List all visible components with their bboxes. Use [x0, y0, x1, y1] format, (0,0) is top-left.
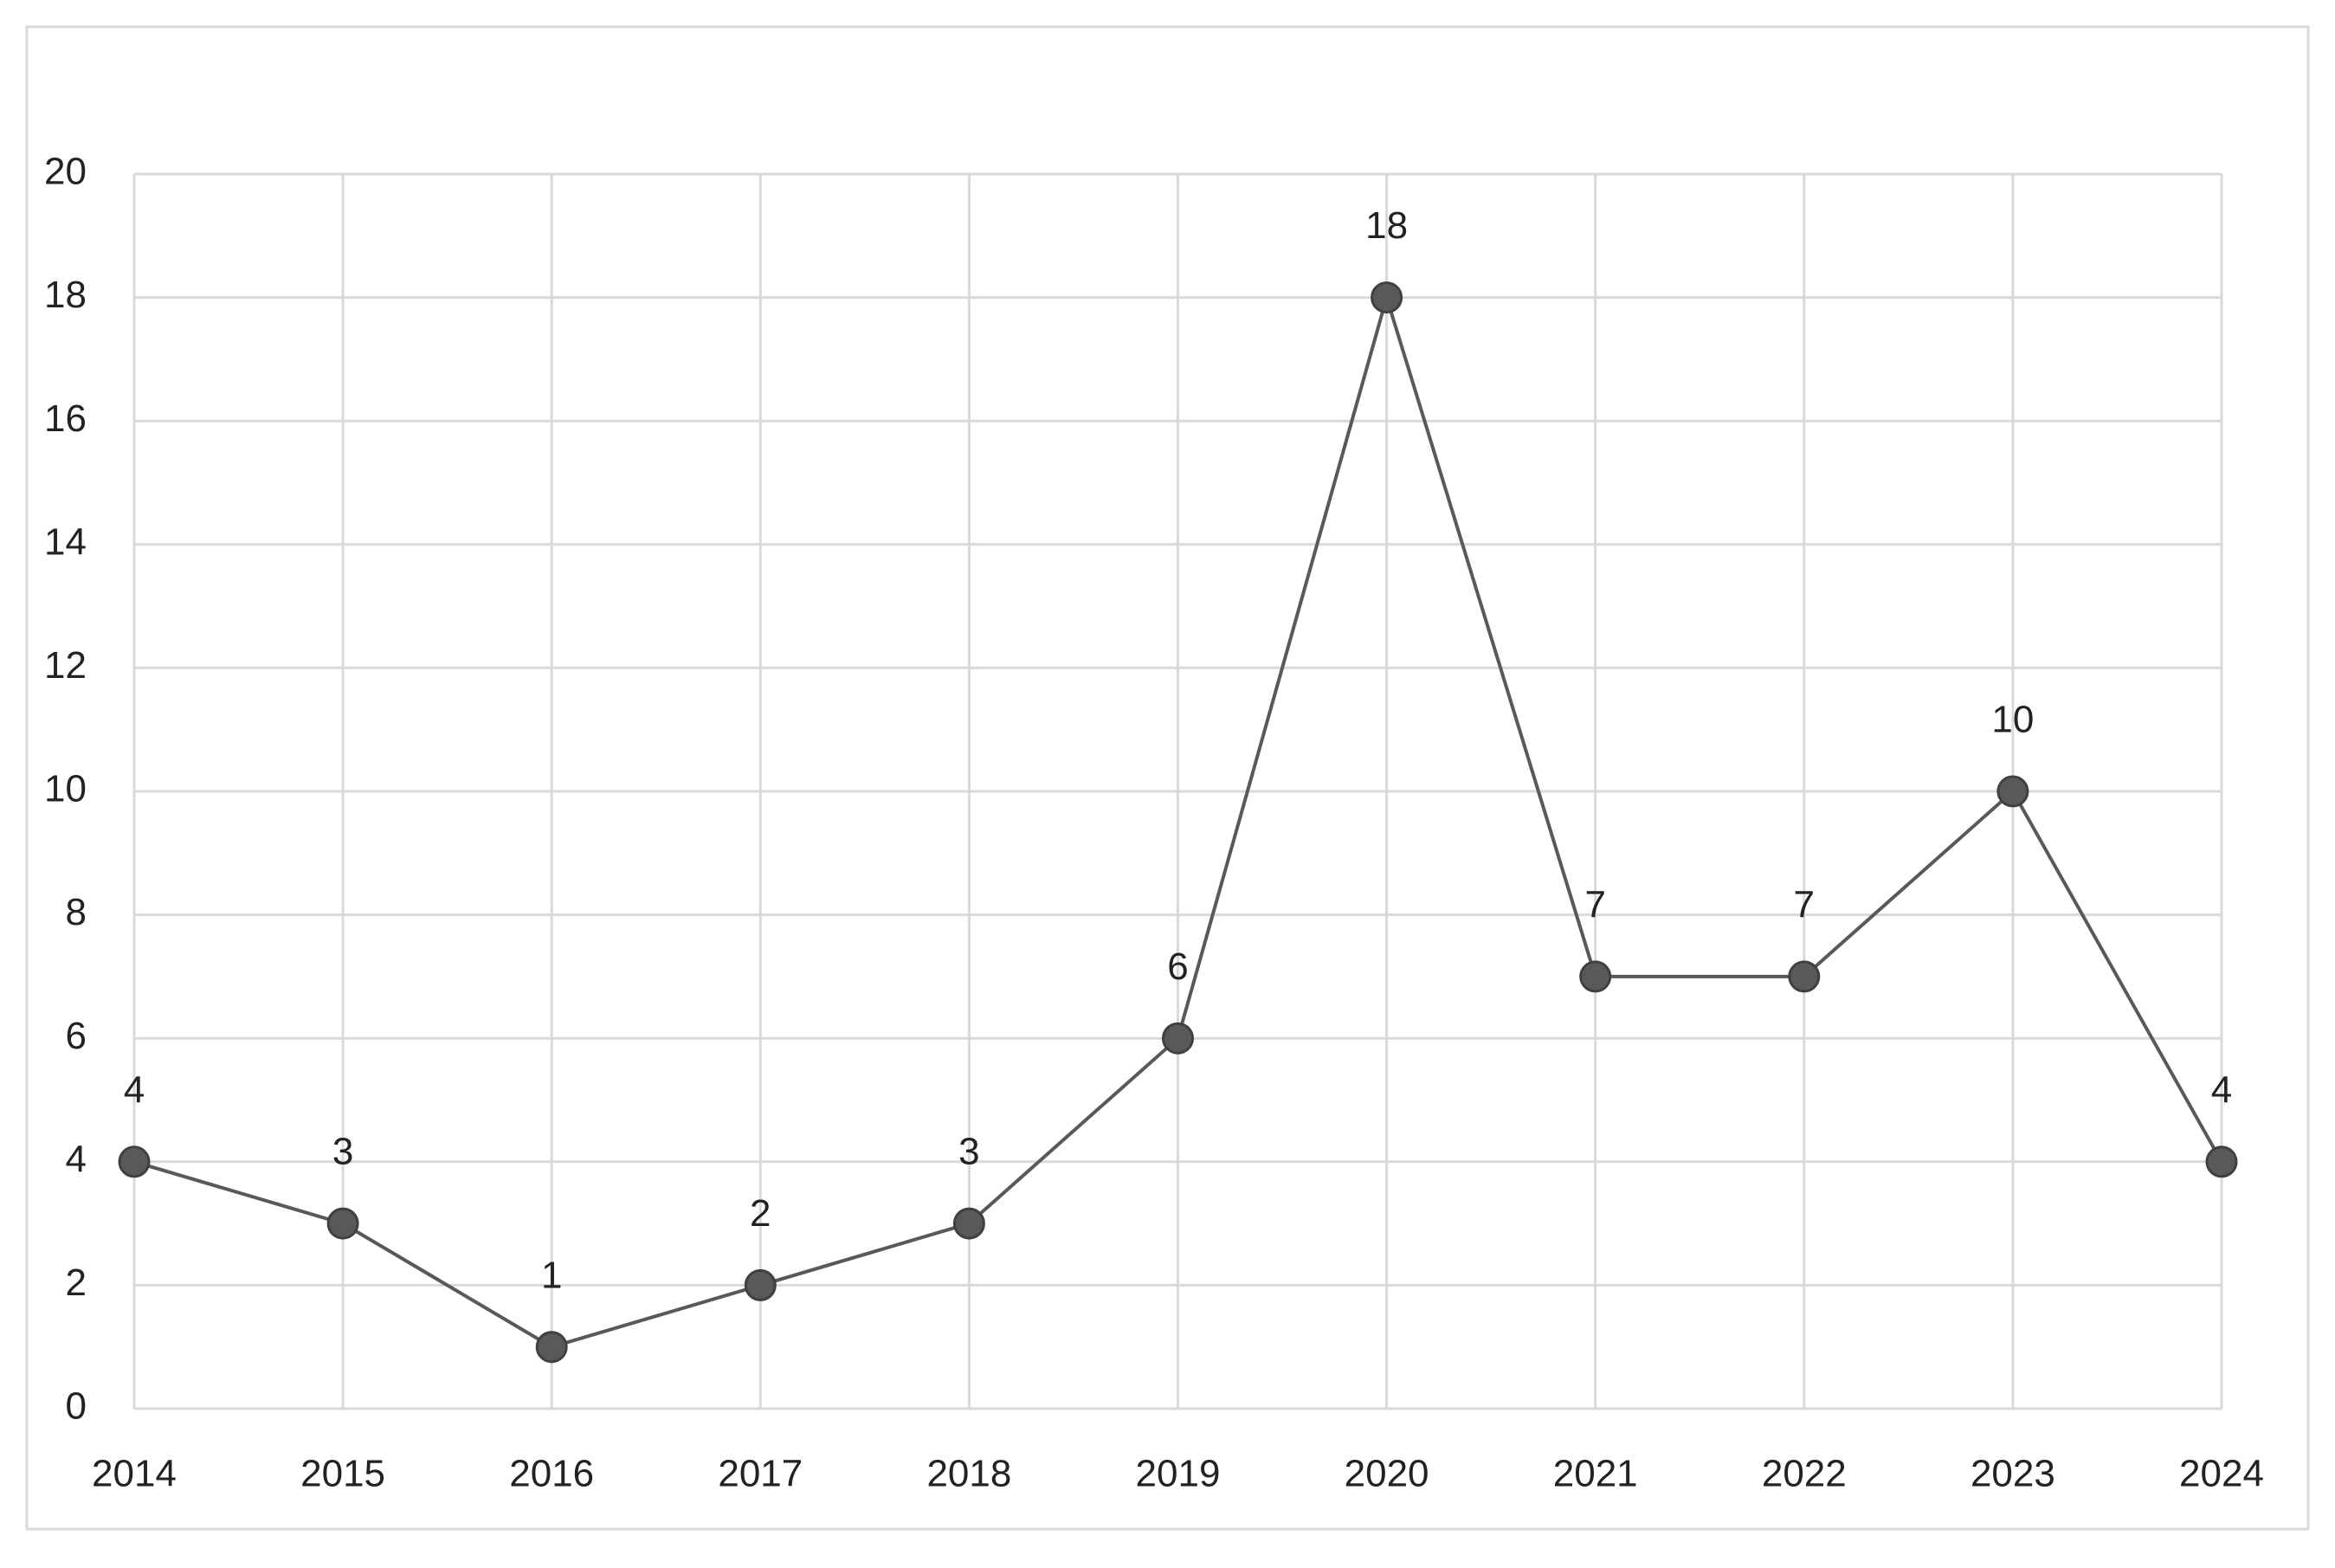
marker [1371, 281, 1403, 314]
value-label: 18 [1365, 204, 1408, 247]
marker [1162, 1022, 1194, 1055]
y-tick-label: 10 [44, 768, 87, 810]
marker [1788, 960, 1821, 993]
x-tick-label: 2024 [2179, 1453, 2264, 1495]
marker [326, 1207, 359, 1240]
marker [2205, 1145, 2238, 1178]
value-label: 3 [332, 1131, 353, 1173]
y-tick-label: 4 [66, 1138, 87, 1180]
x-tick-label: 2020 [1345, 1453, 1429, 1495]
marker [1579, 960, 1612, 993]
y-tick-label: 0 [66, 1385, 87, 1428]
value-label: 7 [1584, 884, 1605, 926]
x-tick-label: 2019 [1136, 1453, 1221, 1495]
value-label: 4 [2211, 1068, 2232, 1111]
y-tick-label: 2 [66, 1261, 87, 1304]
y-tick-label: 6 [66, 1015, 87, 1057]
y-tick-label: 20 [44, 151, 87, 193]
marker [744, 1268, 777, 1301]
y-tick-label: 18 [44, 274, 87, 316]
value-label: 4 [124, 1068, 145, 1111]
x-tick-label: 2021 [1553, 1453, 1638, 1495]
marker [1996, 775, 2029, 808]
y-tick-label: 8 [66, 891, 87, 933]
y-tick-label: 12 [44, 644, 87, 687]
x-tick-label: 2017 [718, 1453, 803, 1495]
marker [535, 1331, 568, 1364]
chart-border [25, 25, 2310, 1531]
x-tick-label: 2022 [1762, 1453, 1847, 1495]
value-label: 1 [541, 1254, 562, 1296]
x-tick-label: 2014 [92, 1453, 177, 1495]
x-tick-label: 2023 [1971, 1453, 2055, 1495]
value-label: 7 [1794, 884, 1815, 926]
x-tick-label: 2016 [509, 1453, 594, 1495]
marker [952, 1207, 985, 1240]
y-tick-label: 16 [44, 397, 87, 440]
x-tick-label: 2015 [300, 1453, 385, 1495]
value-label: 3 [958, 1131, 979, 1173]
value-label: 6 [1167, 945, 1188, 988]
y-tick-label: 14 [44, 520, 87, 563]
x-tick-label: 2018 [926, 1453, 1011, 1495]
marker [118, 1145, 151, 1178]
value-label: 2 [750, 1192, 771, 1235]
value-label: 10 [1991, 699, 2034, 741]
